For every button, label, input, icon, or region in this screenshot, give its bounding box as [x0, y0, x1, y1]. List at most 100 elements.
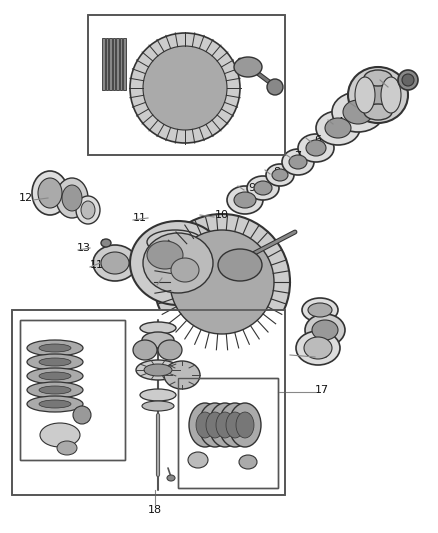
Ellipse shape: [234, 192, 256, 208]
Text: 18: 18: [148, 505, 162, 515]
Bar: [102, 38, 105, 90]
Ellipse shape: [130, 33, 240, 143]
Ellipse shape: [219, 403, 251, 447]
Text: 11: 11: [90, 260, 104, 270]
Ellipse shape: [206, 412, 224, 438]
Ellipse shape: [227, 186, 263, 214]
Ellipse shape: [188, 452, 208, 468]
Ellipse shape: [234, 57, 262, 77]
Ellipse shape: [332, 92, 384, 132]
Ellipse shape: [305, 314, 345, 346]
Bar: [113, 38, 115, 90]
Text: 16: 16: [315, 350, 329, 360]
Ellipse shape: [27, 382, 83, 398]
Text: 11: 11: [133, 213, 147, 223]
Ellipse shape: [272, 169, 288, 181]
Ellipse shape: [140, 322, 176, 334]
Ellipse shape: [364, 70, 392, 86]
Ellipse shape: [218, 249, 262, 281]
Ellipse shape: [27, 354, 83, 370]
Text: 17: 17: [315, 385, 329, 395]
Ellipse shape: [62, 185, 82, 211]
Ellipse shape: [40, 423, 80, 447]
Ellipse shape: [164, 361, 200, 389]
Text: 7: 7: [294, 151, 301, 161]
Ellipse shape: [226, 412, 244, 438]
Ellipse shape: [358, 77, 398, 113]
Ellipse shape: [56, 178, 88, 218]
Ellipse shape: [312, 320, 338, 340]
Bar: [12, 310, 285, 495]
Ellipse shape: [167, 475, 175, 481]
Ellipse shape: [402, 74, 414, 86]
Text: 4: 4: [336, 117, 343, 127]
Ellipse shape: [254, 181, 272, 195]
Ellipse shape: [93, 245, 137, 281]
Ellipse shape: [39, 400, 71, 408]
Ellipse shape: [38, 178, 62, 208]
Bar: [12, 310, 285, 495]
Ellipse shape: [229, 403, 261, 447]
Ellipse shape: [39, 344, 71, 352]
Ellipse shape: [348, 67, 408, 123]
Ellipse shape: [101, 252, 129, 274]
Ellipse shape: [39, 386, 71, 394]
Ellipse shape: [298, 134, 334, 162]
Ellipse shape: [142, 332, 174, 348]
Bar: [88, 15, 285, 155]
Ellipse shape: [143, 233, 213, 293]
Bar: [178, 378, 278, 488]
Ellipse shape: [140, 389, 176, 401]
Text: 6: 6: [314, 135, 321, 145]
Ellipse shape: [196, 412, 214, 438]
Ellipse shape: [133, 340, 157, 360]
Ellipse shape: [81, 201, 95, 219]
Ellipse shape: [39, 372, 71, 380]
Bar: [20, 320, 125, 460]
Bar: [20, 320, 125, 460]
Text: 1: 1: [392, 80, 399, 90]
Text: 15: 15: [156, 278, 170, 288]
Ellipse shape: [130, 221, 226, 305]
Ellipse shape: [170, 230, 274, 334]
Ellipse shape: [73, 406, 91, 424]
Text: 12: 12: [19, 193, 33, 203]
Ellipse shape: [32, 171, 68, 215]
Ellipse shape: [189, 403, 221, 447]
Ellipse shape: [239, 455, 257, 469]
Ellipse shape: [364, 104, 392, 120]
Text: 8: 8: [273, 167, 281, 177]
Ellipse shape: [266, 164, 294, 186]
Ellipse shape: [144, 364, 172, 376]
Ellipse shape: [289, 155, 307, 169]
Bar: [106, 38, 108, 90]
Ellipse shape: [306, 140, 326, 156]
Ellipse shape: [27, 340, 83, 356]
Ellipse shape: [39, 358, 71, 366]
Ellipse shape: [143, 46, 227, 130]
Ellipse shape: [343, 100, 373, 124]
Bar: [109, 38, 112, 90]
Ellipse shape: [158, 340, 182, 360]
Ellipse shape: [267, 79, 283, 95]
Text: 9: 9: [248, 183, 255, 193]
Bar: [120, 38, 122, 90]
Ellipse shape: [57, 441, 77, 455]
Ellipse shape: [236, 412, 254, 438]
Ellipse shape: [147, 230, 203, 254]
Text: 13: 13: [77, 243, 91, 253]
Text: 2: 2: [360, 100, 367, 110]
Text: 10: 10: [215, 210, 229, 220]
Ellipse shape: [154, 214, 290, 350]
Ellipse shape: [136, 360, 180, 380]
Bar: [123, 38, 126, 90]
Ellipse shape: [302, 298, 338, 322]
Ellipse shape: [27, 368, 83, 384]
Bar: [88, 15, 285, 155]
Ellipse shape: [216, 412, 234, 438]
Ellipse shape: [398, 70, 418, 90]
Bar: [116, 38, 119, 90]
Ellipse shape: [308, 303, 332, 317]
Ellipse shape: [304, 337, 332, 359]
Ellipse shape: [171, 258, 199, 282]
